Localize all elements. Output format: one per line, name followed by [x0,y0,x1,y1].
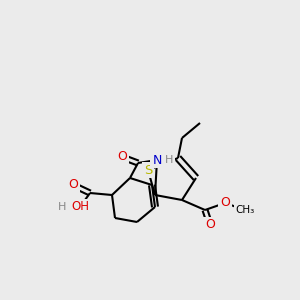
Text: H: H [165,155,173,165]
Text: O: O [220,196,230,209]
Text: O: O [68,178,78,191]
Text: S: S [144,164,152,176]
Text: OH: OH [71,200,89,214]
Text: N: N [152,154,162,166]
Text: O: O [117,151,127,164]
Text: CH₃: CH₃ [236,205,255,215]
Text: O: O [205,218,215,232]
Text: H: H [58,202,66,212]
